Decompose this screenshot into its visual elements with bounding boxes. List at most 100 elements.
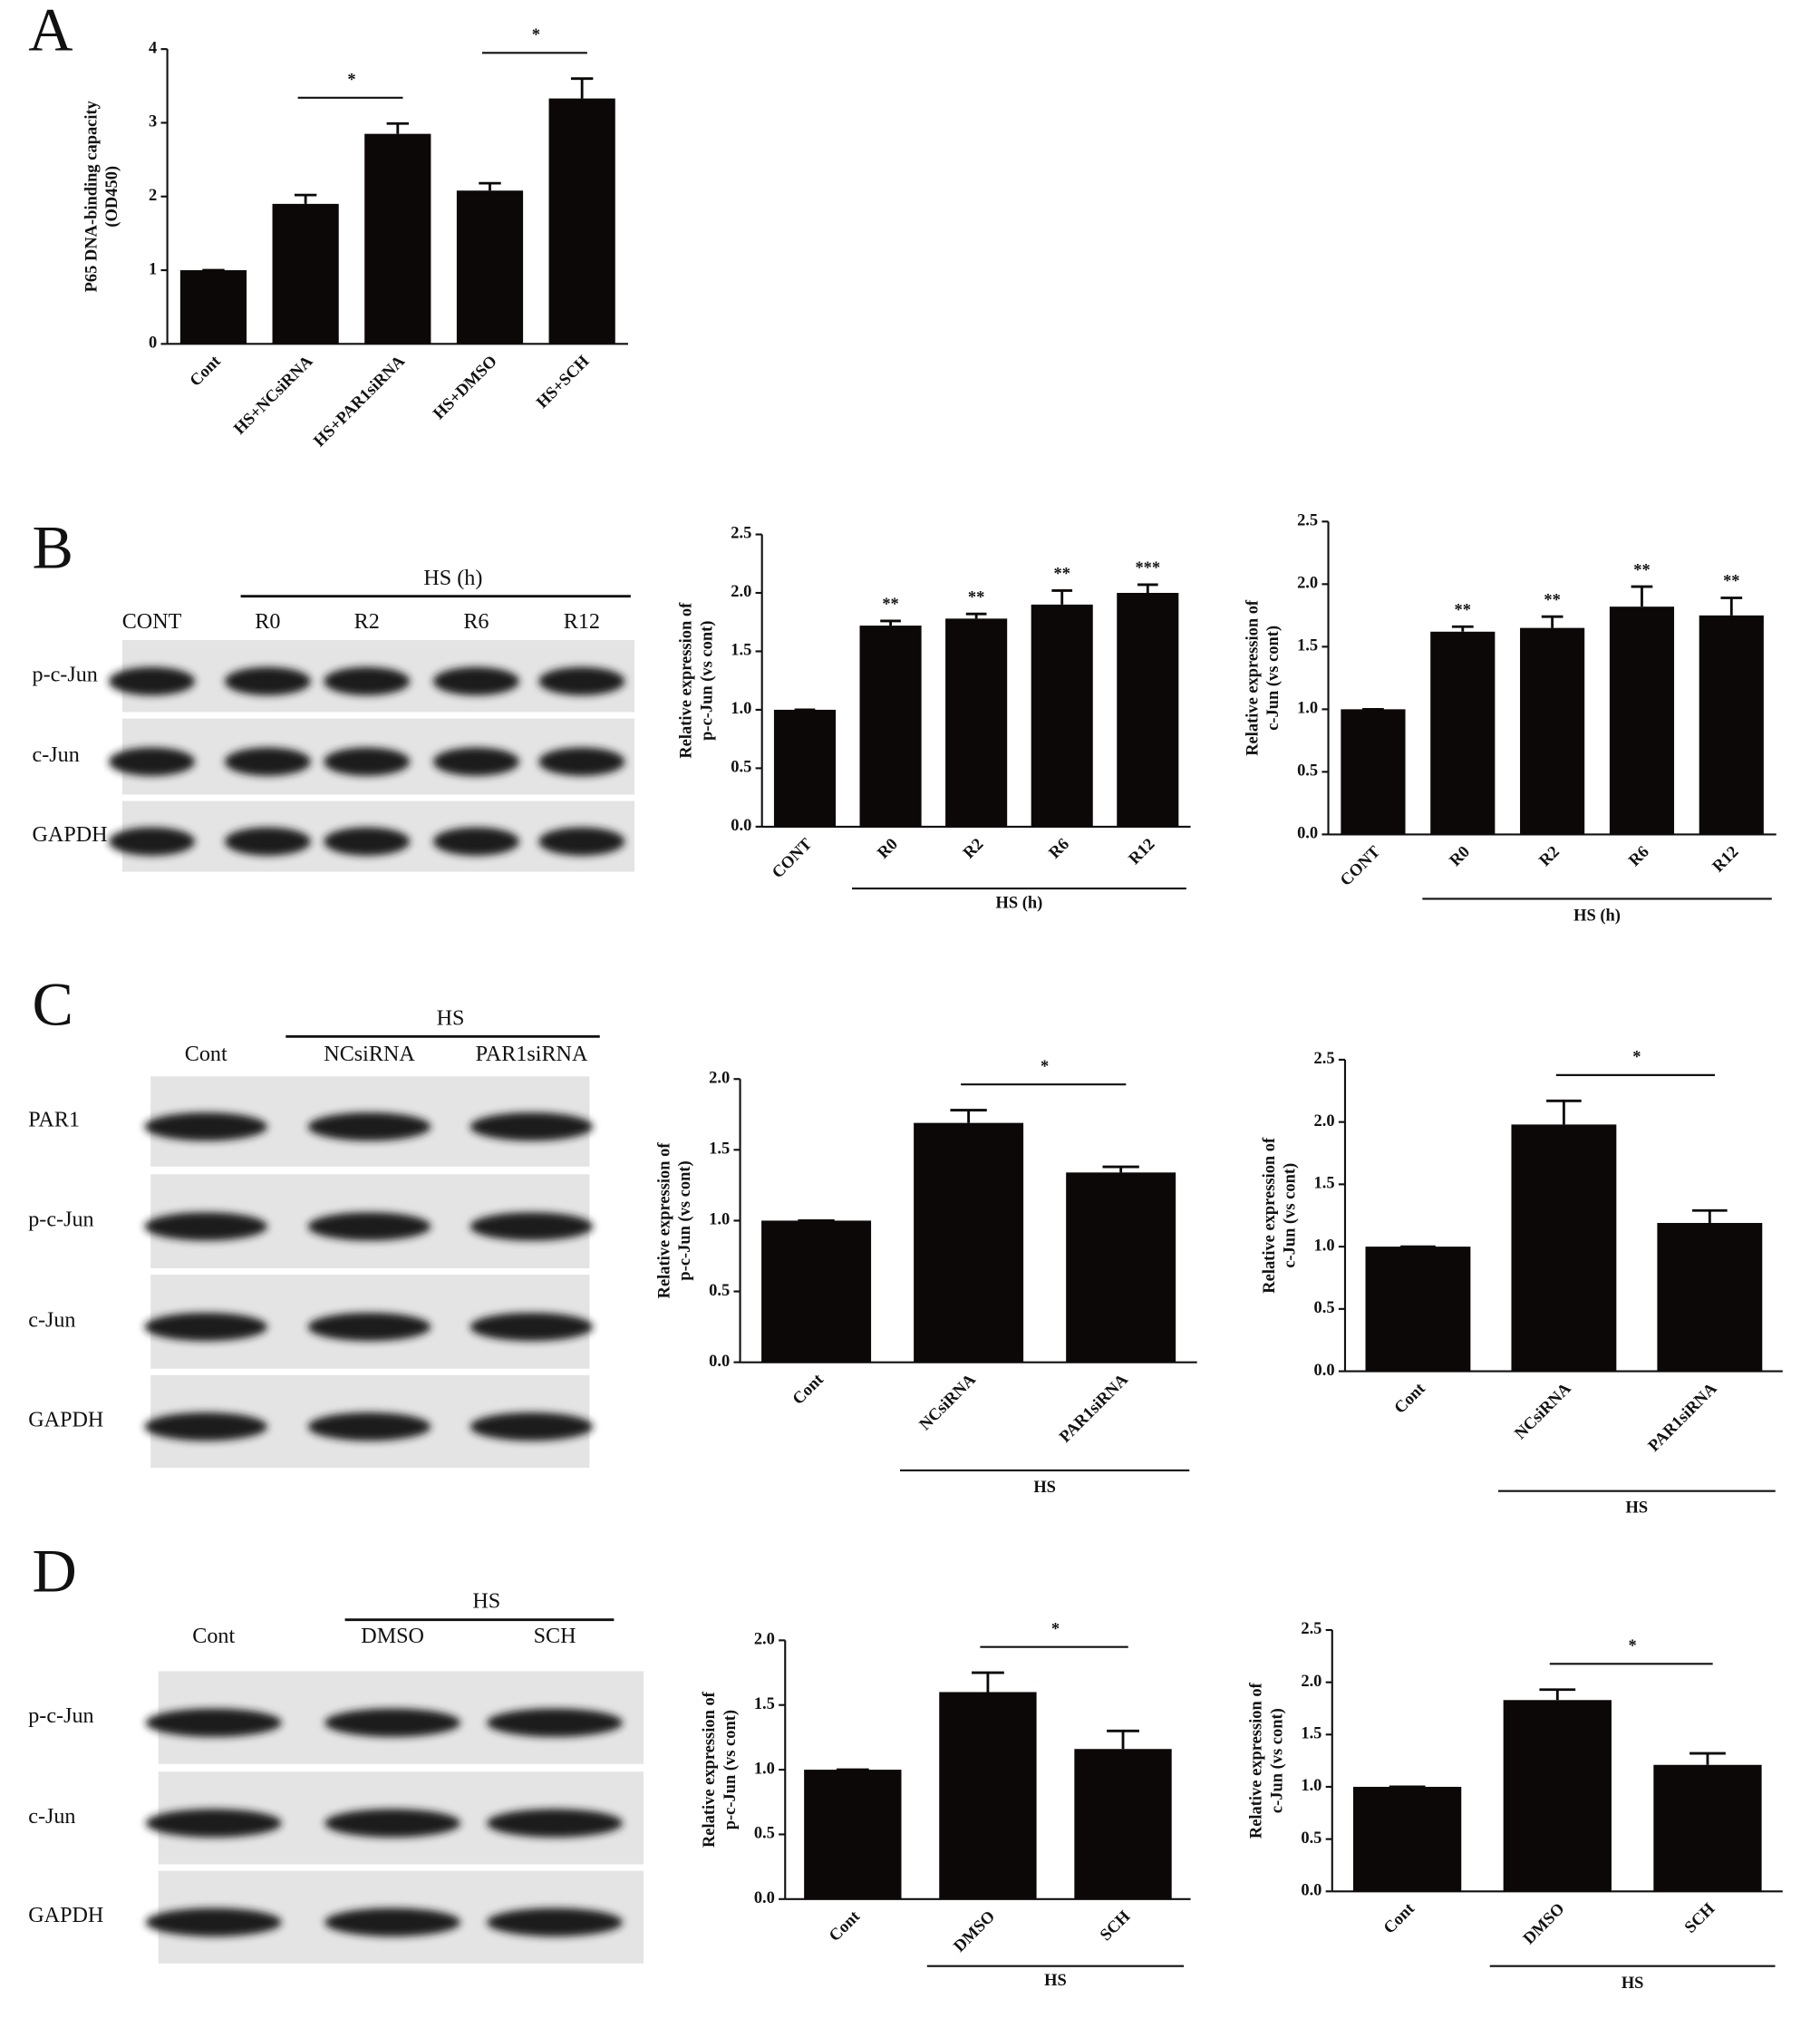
y-tick-label: 2.5 xyxy=(1301,1619,1321,1637)
lane-label: R2 xyxy=(354,609,380,634)
blot-band xyxy=(324,666,411,696)
bar xyxy=(1657,1222,1763,1372)
comparison-mark: * xyxy=(347,71,355,89)
x-tick-label: DMSO xyxy=(950,1907,998,1955)
blot-band xyxy=(144,1412,268,1441)
lane-label: R6 xyxy=(463,609,489,634)
lane-label: NCsiRNA xyxy=(324,1042,415,1066)
x-tick-label: R6 xyxy=(1625,842,1652,869)
significance: ** xyxy=(1544,590,1560,608)
bar xyxy=(939,1692,1037,1899)
y-tick-label: 0.0 xyxy=(754,1888,775,1907)
y-axis-label: Relative expression of xyxy=(677,602,695,759)
comparison-mark: * xyxy=(1051,1619,1060,1637)
y-axis-label: p-c-Jun (vs cont) xyxy=(675,1160,694,1280)
y-tick-label: 0.0 xyxy=(731,816,751,834)
y-tick-label: 1.0 xyxy=(1301,1776,1321,1794)
y-tick-label: 4 xyxy=(149,38,157,56)
bar xyxy=(1031,604,1093,827)
lane-label: R0 xyxy=(255,609,280,634)
y-tick-label: 1.5 xyxy=(1314,1174,1335,1192)
y-tick-label: 2.0 xyxy=(754,1630,775,1648)
y-tick-label: 0.5 xyxy=(731,758,751,776)
error-bar xyxy=(965,612,987,619)
error-bar xyxy=(950,1109,987,1123)
x-tick-label: DMSO xyxy=(1520,1899,1568,1947)
comparison-mark: * xyxy=(1629,1636,1637,1654)
bar xyxy=(773,709,837,827)
blot-band xyxy=(224,747,311,776)
lane-label: PAR1siRNA xyxy=(476,1042,588,1066)
y-tick-label: 1.5 xyxy=(754,1694,775,1713)
error-bar xyxy=(1102,1165,1139,1173)
bar xyxy=(804,1770,902,1899)
error-bar xyxy=(479,181,501,191)
y-tick-label: 0.0 xyxy=(1297,824,1318,842)
row-label: c-Jun xyxy=(28,1804,75,1829)
lane-label: R12 xyxy=(564,609,600,634)
significance: ** xyxy=(1723,572,1739,590)
bar xyxy=(1074,1749,1172,1899)
blot-band xyxy=(432,827,519,856)
bar xyxy=(179,270,247,344)
blot-band xyxy=(109,747,196,776)
blot-band xyxy=(487,1907,624,1936)
blot-band xyxy=(432,747,519,776)
x-tick-label: CONT xyxy=(1337,842,1384,889)
error-bar xyxy=(570,77,594,99)
error-bar xyxy=(880,619,901,626)
x-tick-label: R2 xyxy=(1535,842,1563,869)
x-tick-label: SCH xyxy=(1097,1907,1134,1944)
panel-label: B xyxy=(33,512,73,581)
y-tick-label: 1.0 xyxy=(1314,1236,1335,1254)
error-bar xyxy=(1451,625,1474,632)
error-bar xyxy=(1546,1099,1582,1125)
comparison-mark: * xyxy=(1041,1057,1049,1075)
significance: ** xyxy=(882,595,898,613)
y-axis-label: Relative expression of xyxy=(1260,1137,1278,1294)
bar xyxy=(364,133,431,344)
blot-band xyxy=(144,1112,268,1141)
x-tick-label: CONT xyxy=(769,834,816,881)
y-tick-label: 0.5 xyxy=(1314,1298,1335,1316)
y-axis-label: Relative expression of xyxy=(654,1142,673,1299)
row-label: GAPDH xyxy=(28,1408,103,1432)
row-label: c-Jun xyxy=(33,742,80,767)
group-label: HS xyxy=(1044,1971,1067,1989)
bar xyxy=(456,190,524,344)
x-tick-label: Cont xyxy=(789,1370,827,1408)
y-tick-label: 2.5 xyxy=(1297,511,1318,529)
error-bar xyxy=(1541,615,1563,628)
y-tick-label: 0.5 xyxy=(709,1281,730,1299)
x-tick-label: NCsiRNA xyxy=(1511,1379,1574,1442)
error-bar xyxy=(1107,1729,1139,1750)
bar xyxy=(1511,1124,1617,1372)
comparison-mark: * xyxy=(1632,1048,1641,1066)
blot-band xyxy=(470,1212,594,1241)
bar xyxy=(914,1122,1024,1363)
blot-band xyxy=(307,1312,431,1342)
error-bar xyxy=(1692,1208,1728,1223)
group-label: HS (h) xyxy=(996,893,1043,912)
y-tick-label: 0.0 xyxy=(1301,1881,1321,1899)
y-axis-label: c-Jun (vs cont) xyxy=(1263,626,1283,731)
bar xyxy=(1609,606,1675,835)
x-tick-label: HS+NCsiRNA xyxy=(230,352,316,438)
blot-band xyxy=(538,827,625,856)
bar xyxy=(1365,1247,1471,1372)
blot-band xyxy=(538,747,625,776)
lane-label: DMSO xyxy=(361,1624,424,1648)
panel-label: C xyxy=(33,970,73,1039)
error-bar xyxy=(1137,583,1158,593)
row-label: GAPDH xyxy=(28,1903,103,1927)
y-tick-label: 1.5 xyxy=(1297,636,1318,655)
bar xyxy=(1699,615,1764,835)
error-bar xyxy=(1720,597,1743,616)
error-bar xyxy=(294,193,317,204)
blot-band xyxy=(224,666,311,696)
x-tick-label: R0 xyxy=(874,835,901,862)
significance: ** xyxy=(1053,565,1070,583)
y-tick-label: 1.5 xyxy=(1301,1724,1321,1742)
blot-band xyxy=(145,1907,282,1936)
